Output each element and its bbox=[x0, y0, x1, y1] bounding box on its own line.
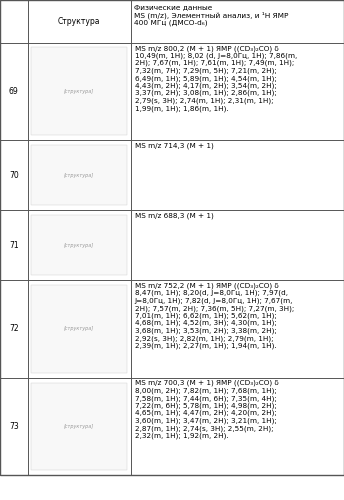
Text: MS m/z 700,3 (М + 1) ЯМР ((CD₃)₂CO) δ
8,00(m, 2H); 7,82(m, 1H); 7,68(m, 1H);
7,5: MS m/z 700,3 (М + 1) ЯМР ((CD₃)₂CO) δ 8,… bbox=[135, 380, 279, 439]
Text: 72: 72 bbox=[9, 324, 19, 334]
Text: MS m/z 752,2 (М + 1) ЯМР ((CD₃)₂CO) δ
8,47(m, 1H); 8,20(d, J=8,0Гц, 1H); 7,97(d,: MS m/z 752,2 (М + 1) ЯМР ((CD₃)₂CO) δ 8,… bbox=[135, 282, 294, 349]
Text: 71: 71 bbox=[9, 240, 19, 250]
Text: [структура]: [структура] bbox=[64, 242, 94, 248]
Text: [структура]: [структура] bbox=[64, 89, 94, 94]
Text: MS m/z 714,3 (М + 1): MS m/z 714,3 (М + 1) bbox=[135, 142, 214, 149]
Bar bbox=[31, 48, 127, 135]
Text: [структура]: [структура] bbox=[64, 424, 94, 429]
Bar bbox=[31, 285, 127, 372]
Text: MS m/z 688,3 (М + 1): MS m/z 688,3 (М + 1) bbox=[135, 212, 214, 219]
Text: 70: 70 bbox=[9, 170, 19, 179]
Text: 69: 69 bbox=[9, 87, 19, 96]
Text: 73: 73 bbox=[9, 422, 19, 431]
Text: [структура]: [структура] bbox=[64, 172, 94, 178]
Text: MS m/z 800,2 (М + 1) ЯМР ((CD₃)₂CO) δ
10,49(m, 1H); 8,02 (d, J=8,0Гц, 1H); 7,86(: MS m/z 800,2 (М + 1) ЯМР ((CD₃)₂CO) δ 10… bbox=[135, 45, 297, 112]
Bar bbox=[31, 382, 127, 470]
Text: Структура: Структура bbox=[58, 16, 100, 26]
Bar bbox=[31, 215, 127, 275]
Text: Физические данные
MS (m/z), Элементный анализ, и ¹H ЯМР
400 МГц (ДМСО-d₆): Физические данные MS (m/z), Элементный а… bbox=[134, 4, 289, 26]
Text: [структура]: [структура] bbox=[64, 326, 94, 332]
Bar bbox=[31, 145, 127, 205]
